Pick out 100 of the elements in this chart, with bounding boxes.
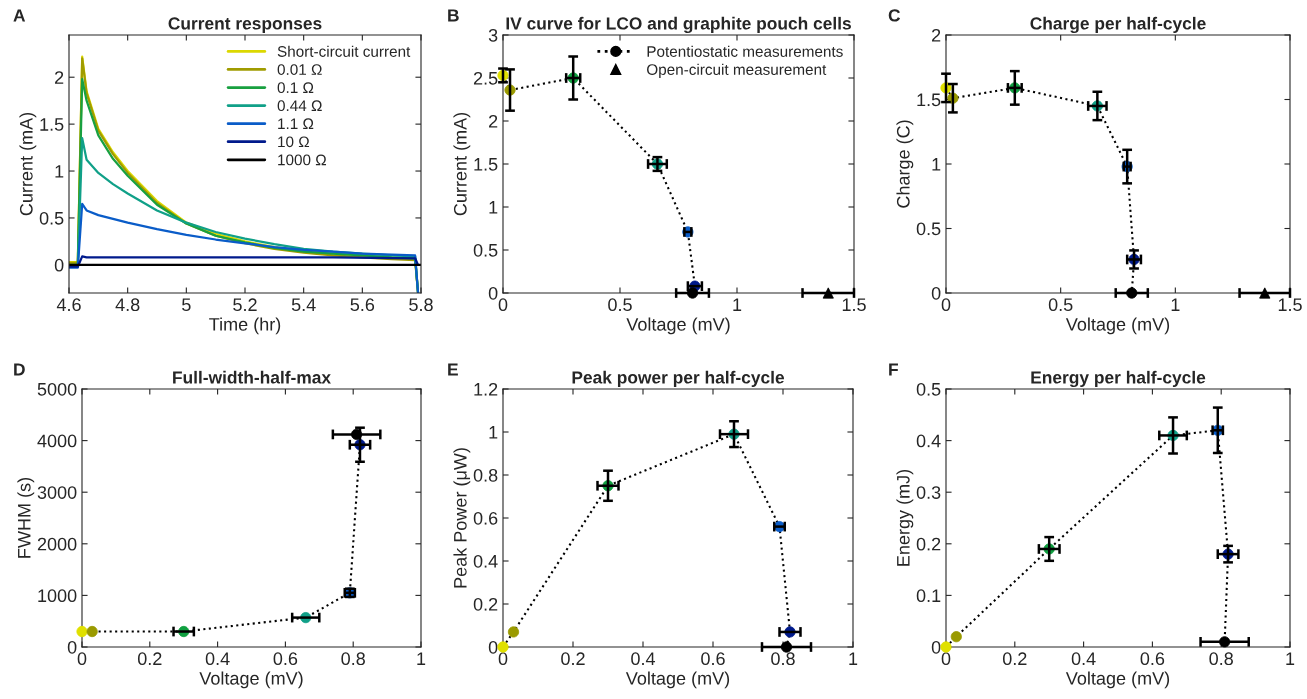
y-tick-label: 1 bbox=[489, 201, 498, 214]
x-tick-label: 0.8 bbox=[341, 652, 365, 666]
y-tick-label: 0.1 bbox=[916, 589, 941, 603]
y-tick-label: 2 bbox=[932, 28, 941, 42]
chart-title: Energy per half-cycle bbox=[1031, 370, 1206, 388]
y-tick-label: 1 bbox=[489, 426, 498, 439]
y-tick-label: 1.5 bbox=[917, 93, 941, 107]
y-tick-label: 4000 bbox=[37, 434, 77, 448]
chart-title: IV curve for LCO and graphite pouch cells bbox=[506, 16, 851, 34]
text: A bbox=[13, 9, 26, 22]
text: E bbox=[448, 363, 458, 376]
x-tick-label: 1.5 bbox=[1278, 298, 1302, 312]
text: C bbox=[888, 9, 901, 22]
y-tick-label: 0 bbox=[488, 640, 498, 654]
x-tick-label: 1 bbox=[849, 652, 858, 665]
y-tick-label: 5000 bbox=[37, 382, 77, 396]
y-tick-label: 0 bbox=[931, 286, 941, 300]
y-tick-label: 0 bbox=[67, 640, 77, 654]
x-tick-label: 1.5 bbox=[842, 298, 866, 312]
y-tick-label: 1.2 bbox=[474, 382, 498, 396]
y-tick-label: 0.5 bbox=[916, 382, 941, 396]
x-tick-label: 0 bbox=[498, 652, 508, 666]
y-tick-label: 3000 bbox=[37, 486, 77, 499]
y-tick-label: 1 bbox=[55, 165, 64, 178]
x-tick-label: 0.2 bbox=[137, 652, 162, 666]
x-axis-title: Voltage (mV) bbox=[199, 671, 303, 689]
y-axis-title: FWHM (s) bbox=[17, 478, 35, 558]
x-tick-label: 0.4 bbox=[1071, 652, 1096, 666]
x-tick-label: 0 bbox=[498, 298, 508, 312]
legend-label: 10 Ω bbox=[278, 136, 310, 148]
y-tick-label: 0.4 bbox=[473, 554, 498, 568]
legend-label: Open-circuit measurement bbox=[647, 63, 827, 78]
y-tick-label: 0 bbox=[488, 286, 498, 300]
x-tick-label: 0.2 bbox=[1002, 652, 1027, 666]
y-tick-label: 0.5 bbox=[39, 211, 64, 225]
y-tick-label: 2 bbox=[489, 114, 498, 128]
y-tick-label: 0.5 bbox=[916, 222, 941, 236]
y-axis-title: Peak Power (μW) bbox=[453, 448, 471, 588]
y-axis-title: Current (mA) bbox=[19, 112, 37, 216]
y-tick-label: 1.5 bbox=[40, 118, 64, 131]
y-tick-label: 0.6 bbox=[473, 511, 498, 525]
x-tick-label: 0.5 bbox=[608, 298, 632, 312]
y-tick-label: 3 bbox=[488, 28, 498, 42]
legend-label: Short-circuit current bbox=[277, 45, 411, 57]
x-tick-label: 0.6 bbox=[273, 652, 298, 666]
x-tick-label: 0.4 bbox=[631, 652, 656, 666]
x-tick-label: 4.6 bbox=[56, 298, 81, 312]
x-tick-label: 0.8 bbox=[1209, 652, 1233, 666]
y-tick-label: 1.5 bbox=[474, 158, 498, 171]
chart-title: Peak power per half-cycle bbox=[572, 370, 785, 388]
x-tick-label: 0.2 bbox=[561, 652, 585, 666]
x-tick-label: 0.6 bbox=[701, 652, 725, 666]
x-tick-label: 0 bbox=[941, 298, 951, 312]
y-axis-title: Current (mA) bbox=[453, 112, 471, 216]
y-axis-title: Energy (mJ) bbox=[896, 469, 914, 566]
chart-title: Charge per half-cycle bbox=[1030, 16, 1206, 34]
x-tick-label: 4.8 bbox=[115, 298, 140, 312]
y-tick-label: 0 bbox=[54, 258, 64, 272]
legend-label: 0.44 Ω bbox=[277, 100, 322, 112]
y-tick-label: 1000 bbox=[38, 589, 77, 603]
y-tick-label: 0 bbox=[931, 640, 941, 654]
x-tick-label: 1 bbox=[1171, 298, 1180, 311]
y-tick-label: 0.8 bbox=[473, 468, 498, 482]
x-tick-label: 1 bbox=[417, 652, 426, 665]
y-tick-label: 2.5 bbox=[473, 71, 498, 85]
x-tick-label: 1 bbox=[1286, 652, 1295, 665]
y-tick-label: 0.2 bbox=[473, 597, 498, 611]
x-tick-label: 0 bbox=[77, 652, 87, 666]
y-tick-label: 1 bbox=[932, 158, 941, 171]
x-tick-label: 1 bbox=[733, 298, 742, 311]
x-tick-label: 5.6 bbox=[350, 298, 375, 312]
y-tick-label: 2000 bbox=[37, 537, 77, 551]
x-tick-label: 0 bbox=[941, 652, 951, 666]
x-tick-label: 0.8 bbox=[771, 652, 795, 666]
y-tick-label: 0.5 bbox=[473, 243, 498, 257]
legend-label: 1000 Ω bbox=[278, 154, 327, 166]
x-tick-label: 0.4 bbox=[205, 652, 230, 666]
x-axis-title: Voltage (mV) bbox=[626, 317, 730, 335]
x-tick-label: 5.8 bbox=[409, 298, 433, 312]
y-axis-title: Charge (C) bbox=[896, 120, 914, 208]
legend-label: 1.1 Ω bbox=[278, 118, 314, 130]
y-tick-label: 2 bbox=[55, 71, 64, 84]
x-axis-title: Voltage (mV) bbox=[625, 671, 730, 689]
legend-label: 0.01 Ω bbox=[277, 64, 322, 75]
text: D bbox=[14, 363, 25, 376]
x-tick-label: 0.6 bbox=[1140, 652, 1165, 666]
y-tick-label: 0.2 bbox=[916, 537, 941, 551]
text: B bbox=[448, 9, 459, 22]
x-tick-label: 5.4 bbox=[291, 298, 316, 312]
y-tick-label: 0.4 bbox=[916, 434, 941, 448]
chart-title: Current responses bbox=[168, 17, 322, 34]
x-tick-label: 0.5 bbox=[1048, 298, 1073, 312]
y-tick-label: 0.3 bbox=[916, 486, 941, 499]
legend-label: Potentiostatic measurements bbox=[647, 45, 843, 57]
text: F bbox=[889, 363, 898, 376]
legend-label: 0.1 Ω bbox=[277, 82, 314, 94]
x-axis-title: Voltage (mV) bbox=[1065, 317, 1170, 335]
x-axis-title: Time (hr) bbox=[209, 317, 281, 335]
chart-title: Full-width-half-max bbox=[173, 370, 331, 384]
x-tick-label: 5.2 bbox=[233, 298, 257, 312]
